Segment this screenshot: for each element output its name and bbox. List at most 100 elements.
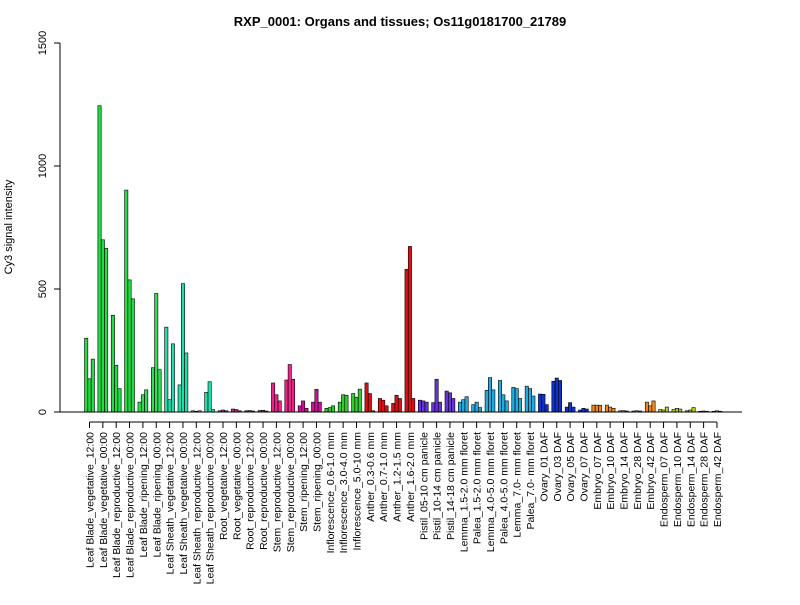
bar <box>674 408 679 413</box>
category-label: Inflorescence_0.6-1.0 mm <box>325 432 337 554</box>
category-label: Leaf Sheath_reproductive_12:00 <box>191 432 203 585</box>
category-label: Leaf Sheath_vegetative_00:00 <box>178 432 190 575</box>
y-tick-label: 1500 <box>37 31 49 55</box>
category-label: Embryo_28 DAF <box>632 432 644 510</box>
bar <box>117 388 122 413</box>
chart-title: RXP_0001: Organs and tissues; Os11g01817… <box>234 14 566 29</box>
bar <box>581 408 586 413</box>
bar <box>551 380 556 413</box>
category-label: Inflorescence_3.0-4.0 mm <box>338 432 350 554</box>
bar <box>461 399 466 413</box>
category-label: Anther_0.3-0.6 mm <box>365 432 377 522</box>
bar <box>648 405 653 413</box>
bar <box>444 390 449 413</box>
bar <box>407 246 412 413</box>
bar <box>691 407 696 413</box>
category-label: Leaf Blade_reproductive_12:00 <box>111 432 123 578</box>
bar <box>351 393 356 413</box>
bar <box>651 400 656 413</box>
category-label: Anther_1.2-1.5 mm <box>392 432 404 522</box>
bar <box>304 408 309 413</box>
category-label: Leaf Blade_vegetative_00:00 <box>98 432 110 568</box>
category-label: Embryo_10 DAF <box>605 432 617 510</box>
bar <box>104 248 109 413</box>
bar <box>151 367 155 413</box>
category-label: Palea_4.0-5.0 mm floret <box>498 432 510 544</box>
bar <box>384 405 389 413</box>
bar <box>184 352 189 413</box>
bar <box>394 394 399 413</box>
bar <box>391 403 396 413</box>
bar <box>274 394 279 413</box>
bar <box>498 380 502 413</box>
bar <box>484 390 489 413</box>
category-label: Inflorescence_5.0-10 mm <box>352 432 364 551</box>
bar <box>311 401 316 413</box>
bar <box>324 408 329 413</box>
bar <box>181 283 185 413</box>
y-axis: 0 500 1000 1500 <box>37 31 61 415</box>
bar <box>411 398 416 413</box>
bar <box>154 293 159 413</box>
category-label: Ovary_05 DAF <box>565 432 577 501</box>
bar <box>314 389 319 413</box>
bar <box>564 406 569 413</box>
bar <box>604 404 609 413</box>
bar <box>404 269 409 413</box>
bar <box>137 401 142 413</box>
category-label: Root_vegetative_12:00 <box>218 432 230 540</box>
category-label: Leaf Blade_ripening_00:00 <box>151 432 163 558</box>
category-label: Embryo_42 DAF <box>645 432 657 510</box>
category-label: Leaf Blade_reproductive_00:00 <box>125 432 137 578</box>
bar <box>110 315 115 413</box>
category-label: Pistil_10-14 cm panicle <box>432 432 444 540</box>
bar <box>287 364 292 413</box>
category-label: Stem_reproductive_00:00 <box>285 432 297 552</box>
category-label: Endosperm_42 DAF <box>712 432 724 527</box>
bar <box>598 405 603 413</box>
bar <box>317 401 322 413</box>
bar <box>127 279 132 413</box>
bar <box>87 378 92 413</box>
bar <box>291 378 295 413</box>
bar <box>474 401 479 413</box>
bar <box>357 388 362 413</box>
category-label: Leaf Sheath_vegetative_12:00 <box>165 432 177 575</box>
category-label: Lemma_4.0-5.0 mm floret <box>485 432 497 552</box>
bar <box>140 394 145 413</box>
bar <box>337 401 342 413</box>
bar <box>331 405 336 413</box>
category-label: Leaf Blade_vegetative_12:00 <box>85 432 97 568</box>
bar <box>541 393 546 413</box>
bar <box>277 400 282 413</box>
bar <box>608 406 613 413</box>
category-label: Anther_1.6-2.0 mm <box>405 432 417 522</box>
category-label: Embryo_14 DAF <box>619 432 631 510</box>
bar <box>90 358 95 413</box>
bar <box>501 394 506 413</box>
y-tick-label: 500 <box>37 280 49 298</box>
bar <box>511 387 516 413</box>
bar <box>591 404 596 413</box>
category-label: Lemma_1.5-2.0 mm floret <box>458 432 470 552</box>
category-label: Endosperm_28 DAF <box>699 432 711 527</box>
bar <box>664 406 669 413</box>
bar <box>381 399 386 413</box>
y-tick-label: 1000 <box>37 154 49 178</box>
bar <box>164 326 169 413</box>
bar <box>531 395 536 413</box>
category-label: Stem_ripening_12:00 <box>298 432 310 532</box>
bar <box>471 404 476 413</box>
category-label: Stem_reproductive_12:00 <box>271 432 283 552</box>
bar <box>568 402 573 413</box>
category-label: Stem_ripening_00:00 <box>311 432 323 532</box>
category-labels: Leaf Blade_vegetative_12:00 Leaf Blade_ve… <box>85 432 724 585</box>
bar <box>464 396 469 413</box>
bar <box>354 396 359 413</box>
bar <box>558 380 563 413</box>
category-label: Anther_0.7-1.0 mm <box>378 432 390 522</box>
bar <box>367 393 372 413</box>
bar <box>100 239 105 413</box>
category-label: Endosperm_14 DAF <box>685 432 697 527</box>
